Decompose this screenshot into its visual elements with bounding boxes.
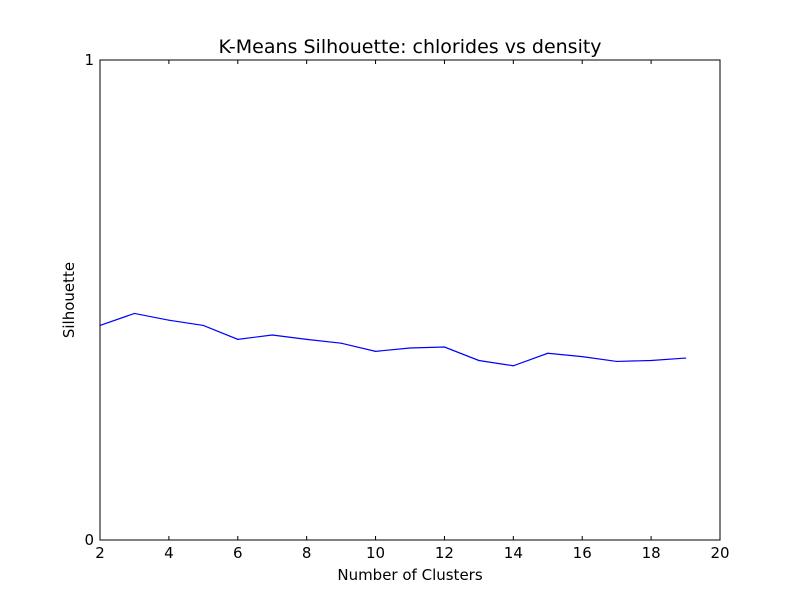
x-tick-label: 18 [642,544,661,562]
data-point [512,365,514,367]
y-tick-label: 0 [84,531,94,549]
data-point [133,312,136,315]
data-point [271,334,273,336]
data-point [374,350,377,352]
data-point [581,356,583,358]
data-point [202,324,204,327]
y-tick-label: 1 [84,51,94,69]
data-point [547,352,549,354]
x-tick-label: 8 [302,544,312,562]
x-tick-label: 12 [435,544,454,562]
y-axis-label: Silhouette [60,262,78,338]
data-point [237,338,239,340]
data-point [616,360,618,363]
x-tick-label: 20 [710,544,729,562]
x-tick-label: 2 [95,544,105,562]
data-point [684,357,687,359]
data-point [306,338,308,340]
x-tick-label: 6 [233,544,243,562]
data-point [409,347,411,349]
silhouette-series-line [99,312,686,367]
x-tick-label: 14 [504,544,523,562]
x-tick-label: 4 [164,544,174,562]
x-tick-label: 16 [573,544,592,562]
data-point [168,319,170,321]
data-point [340,342,342,344]
data-point [443,346,446,348]
plot-frame [99,59,721,541]
x-tick-label: 10 [366,544,385,562]
x-axis-label: Number of Clusters [337,566,482,584]
chart-title: K-Means Silhouette: chlorides vs density [218,36,601,58]
plot-area: 2 4 6 8 10 12 14 16 18 20 0 1 [84,51,729,562]
data-point [650,359,652,362]
data-point [478,359,480,362]
